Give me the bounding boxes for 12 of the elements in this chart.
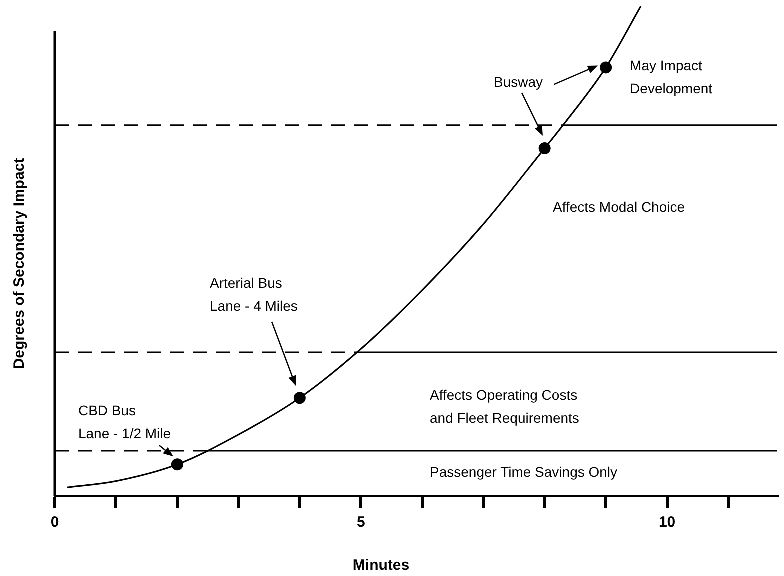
annotation: May Impact Development	[630, 58, 713, 97]
x-tick-label: 0	[50, 514, 60, 532]
annotation: Passenger Time Savings Only	[430, 464, 618, 480]
annotation: CBD Bus Lane - 1/2 Mile	[78, 402, 172, 442]
y-axis-title: Degrees of Secondary Impact	[11, 158, 28, 370]
x-tick-label: 10	[658, 514, 676, 532]
x-axis-title: Minutes	[352, 557, 410, 574]
annotation: Affects Modal Choice	[553, 198, 686, 215]
x-tick-label: 5	[356, 514, 366, 532]
annotation: Arterial Bus Lane - 4 Miles	[210, 274, 298, 314]
annotation: Busway	[494, 74, 544, 90]
annotation: Affects Operating Costs and Fleet Requirements	[430, 386, 580, 426]
